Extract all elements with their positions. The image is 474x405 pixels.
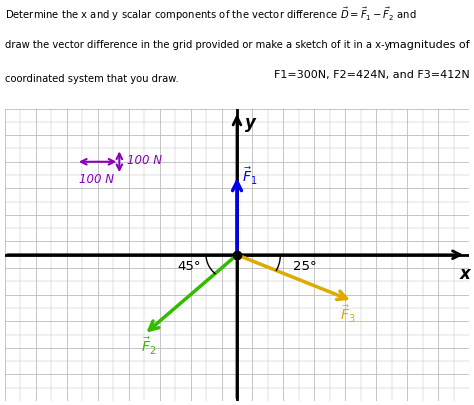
Text: $\vec{F}_3$: $\vec{F}_3$ [340, 303, 356, 324]
Text: 100 N: 100 N [127, 153, 162, 166]
Text: draw the vector difference in the grid provided or make a sketch of it in a x-y: draw the vector difference in the grid p… [5, 40, 390, 50]
Text: x: x [459, 264, 470, 282]
Text: y: y [245, 113, 255, 131]
Text: 45°: 45° [177, 260, 201, 273]
Text: coordinated system that you draw.: coordinated system that you draw. [5, 74, 179, 84]
Text: 100 N: 100 N [79, 173, 114, 186]
Text: F1=300N, F2=424N, and F3=412N: F1=300N, F2=424N, and F3=412N [273, 70, 469, 80]
Text: 25°: 25° [293, 260, 317, 273]
Text: magnitudes of: magnitudes of [389, 40, 469, 50]
Text: $\vec{F}_2$: $\vec{F}_2$ [141, 335, 156, 356]
Text: Determine the x and y scalar components of the vector difference $\vec{D} = \vec: Determine the x and y scalar components … [5, 6, 416, 23]
Text: $\vec{F}_1$: $\vec{F}_1$ [242, 165, 257, 186]
